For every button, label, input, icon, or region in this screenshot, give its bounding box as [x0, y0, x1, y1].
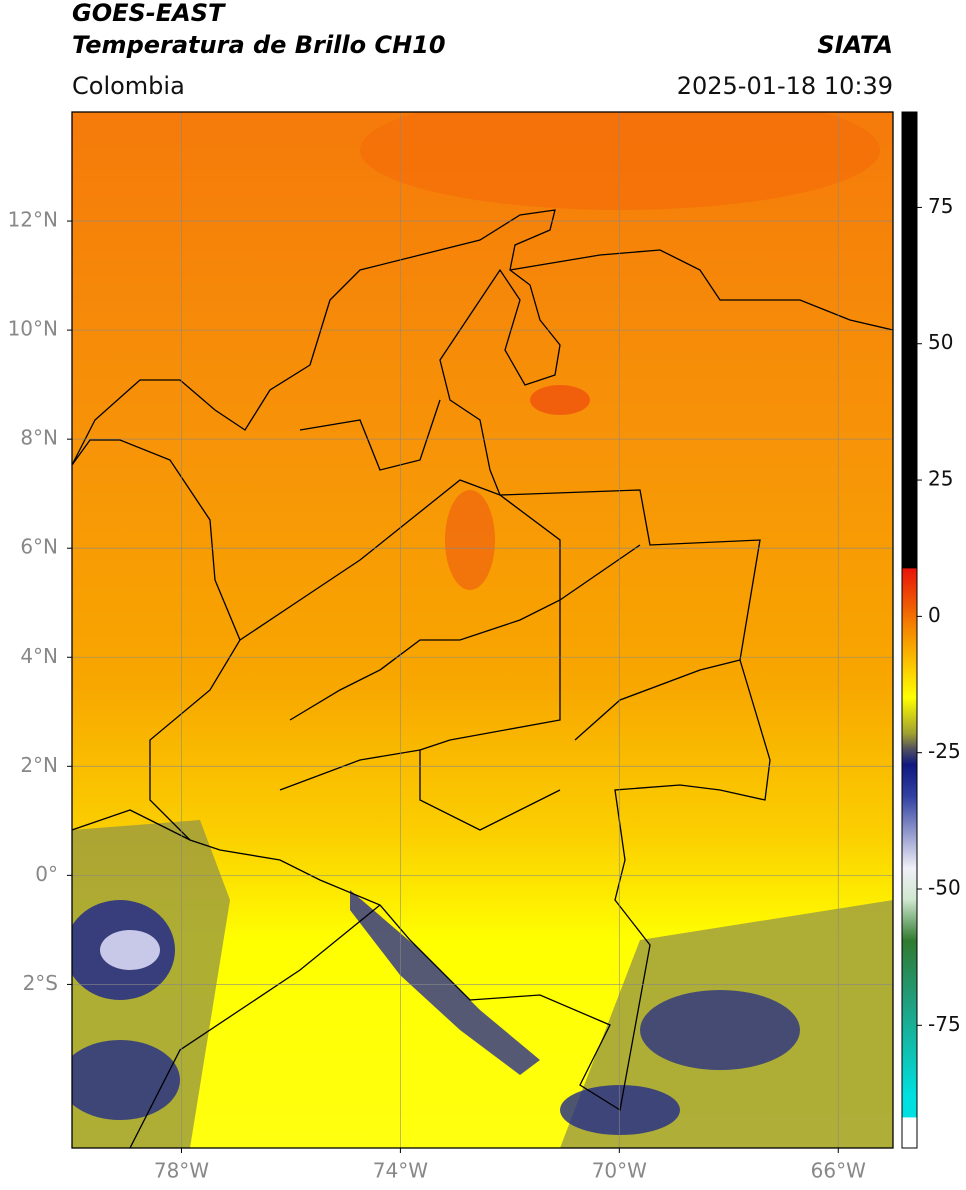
colorbar-tick-label: 0	[928, 603, 941, 627]
region: Colombia	[72, 72, 185, 100]
y-tick-label: 8°N	[20, 426, 58, 450]
colorbar-tick-label: -75	[928, 1012, 961, 1036]
x-tick-label: 66°W	[811, 1159, 866, 1183]
colorbar-tick-label: -25	[928, 739, 961, 763]
colorbar-tick-label: 75	[928, 194, 953, 218]
y-tick-label: 12°N	[8, 208, 58, 232]
x-tick-label: 74°W	[373, 1159, 428, 1183]
title: GOES-EAST	[72, 0, 226, 27]
x-tick-label: 78°W	[154, 1159, 209, 1183]
y-tick-label: 10°N	[8, 317, 58, 341]
colorbar	[901, 111, 918, 1149]
timestamp: 2025-01-18 10:39	[677, 72, 893, 100]
map-image	[72, 112, 893, 1148]
colorbar-tick-label: 50	[928, 330, 953, 354]
map-frame	[71, 111, 894, 1149]
y-tick-label: 2°S	[23, 971, 58, 995]
y-tick-label: 0°	[35, 862, 58, 886]
grid	[72, 112, 893, 1148]
colorbar-tick-label: 25	[928, 467, 953, 491]
y-tick-label: 6°N	[20, 535, 58, 559]
subtitle: Temperatura de Brillo CH10	[72, 31, 446, 59]
y-tick-label: 2°N	[20, 753, 58, 777]
y-tick-label: 4°N	[20, 644, 58, 668]
source: SIATA	[817, 31, 893, 59]
colorbar-tick-label: -50	[928, 876, 961, 900]
x-tick-label: 70°W	[592, 1159, 647, 1183]
